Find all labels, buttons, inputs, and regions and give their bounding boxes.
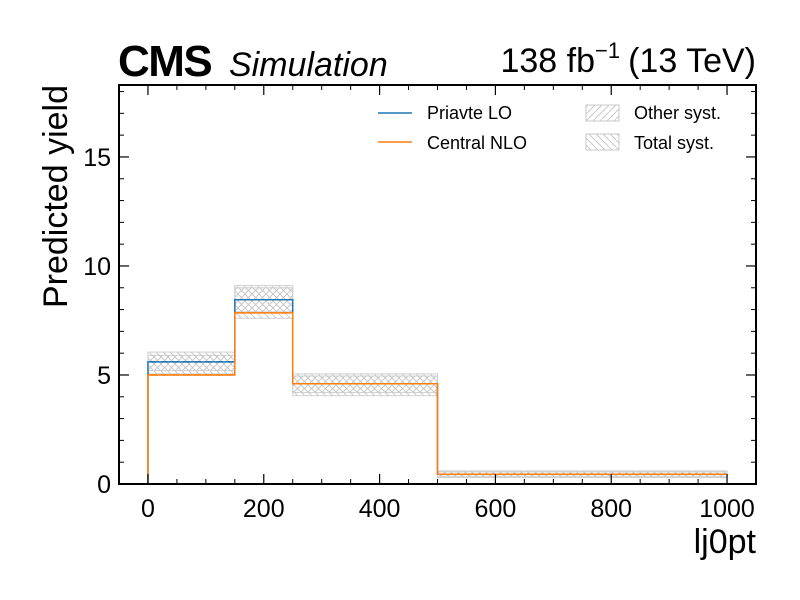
x-tick-label: 200 (243, 495, 285, 523)
band-total-syst-bin-2 (292, 373, 438, 397)
x-tick-label: 600 (475, 495, 517, 523)
legend-label-total-syst: Total syst. (634, 133, 714, 153)
legend: Priavte LO Central NLO Other syst. Total… (378, 103, 721, 153)
energy-label: (13 TeV) (628, 42, 756, 80)
x-axis-label: lj0pt (694, 523, 757, 561)
lumi-label: 138 fb−1 (13 TeV) (500, 38, 756, 80)
legend-label-other-syst: Other syst. (634, 103, 721, 123)
x-tick-label: 800 (590, 495, 632, 523)
y-tick-label: 5 (97, 362, 111, 390)
series-central-nlo-step (147, 312, 728, 484)
axis-ticks: 0 200 400 600 800 1000 0 5 10 15 (83, 85, 756, 523)
legend-label-priavte-lo: Priavte LO (427, 103, 512, 123)
lumi-value: 138 fb (500, 42, 595, 80)
y-tick-label: 15 (83, 144, 111, 172)
band-total-syst-bin-0 (147, 351, 236, 375)
y-tick-label: 0 (97, 471, 111, 499)
lumi-exponent: −1 (595, 38, 620, 63)
y-tick-label: 10 (83, 253, 111, 281)
histogram-series (147, 299, 728, 484)
y-axis-label: Predicted yield (37, 85, 75, 308)
x-tick-label: 1000 (699, 495, 755, 523)
x-tick-label: 0 (141, 495, 155, 523)
simulation-label: Simulation (229, 46, 388, 84)
x-tick-label: 400 (359, 495, 401, 523)
legend-label-central-nlo: Central NLO (427, 133, 527, 153)
legend-swatch-other-syst (585, 104, 620, 122)
experiment-label: CMS (118, 37, 211, 86)
legend-swatch-total-syst (585, 133, 620, 151)
